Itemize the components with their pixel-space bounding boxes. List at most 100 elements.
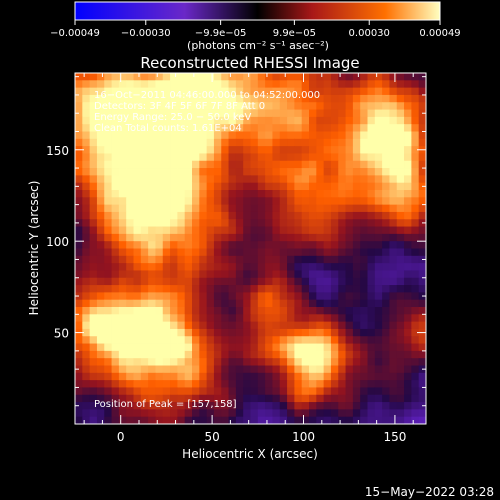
heatmap-cell xyxy=(243,204,251,213)
heatmap-cell xyxy=(162,226,171,235)
heatmap-cell xyxy=(257,175,266,184)
heatmap-cell xyxy=(294,204,303,213)
heatmap-cell xyxy=(140,343,149,352)
heatmap-cell xyxy=(330,226,339,235)
heatmap-cell xyxy=(345,87,354,96)
heatmap-cell xyxy=(338,372,346,381)
heatmap-cell xyxy=(330,285,339,293)
heatmap-cell xyxy=(360,87,368,96)
heatmap-cell xyxy=(301,358,310,366)
heatmap-cell xyxy=(221,204,229,213)
heatmap-cell xyxy=(330,153,339,162)
heatmap-cell xyxy=(192,307,200,315)
heatmap-cell xyxy=(279,285,288,293)
heatmap-cell xyxy=(111,160,120,169)
heatmap-cell xyxy=(155,87,164,96)
heatmap-cell xyxy=(265,87,273,96)
heatmap-cell xyxy=(184,263,193,271)
heatmap-cell xyxy=(111,277,120,286)
heatmap-cell xyxy=(257,124,266,132)
heatmap-cell xyxy=(374,211,383,220)
heatmap-cell xyxy=(279,168,288,176)
heatmap-cell xyxy=(235,365,244,374)
heatmap-cell xyxy=(235,321,244,330)
heatmap-cell xyxy=(360,380,368,388)
heatmap-cell xyxy=(89,153,98,162)
heatmap-cell xyxy=(111,343,120,352)
heatmap-cell xyxy=(323,131,332,140)
heatmap-cell xyxy=(382,336,390,344)
heatmap-cell xyxy=(140,190,149,198)
heatmap-cell xyxy=(404,299,412,308)
heatmap-cell xyxy=(352,350,361,359)
heatmap-cell xyxy=(104,182,112,191)
heatmap-cell xyxy=(382,73,390,81)
heatmap-cell xyxy=(82,255,91,264)
heatmap-cell xyxy=(118,146,127,154)
heatmap-cell xyxy=(396,80,405,89)
heatmap-cell xyxy=(162,241,171,249)
heatmap-cell xyxy=(250,409,259,418)
heatmap-cell xyxy=(148,380,156,388)
heatmap-cell xyxy=(389,321,398,330)
heatmap-cell xyxy=(75,102,83,110)
heatmap-cell xyxy=(133,402,142,410)
heatmap-cell xyxy=(272,182,281,191)
heatmap-cell xyxy=(257,116,266,125)
heatmap-cell xyxy=(89,94,98,103)
heatmap-cell xyxy=(155,277,164,286)
heatmap-cell xyxy=(411,255,420,264)
heatmap-cell xyxy=(221,219,229,227)
heatmap-cell xyxy=(82,124,91,132)
heatmap-cell xyxy=(89,73,98,81)
heatmap-cell xyxy=(360,387,368,396)
heatmap-cell xyxy=(104,350,112,359)
heatmap-cell xyxy=(133,233,142,242)
heatmap-cell xyxy=(184,168,193,176)
heatmap-cell xyxy=(316,131,325,140)
heatmap-cell xyxy=(140,263,149,271)
heatmap-cell xyxy=(279,365,288,374)
heatmap-cell xyxy=(118,211,127,220)
heatmap-cell xyxy=(177,299,186,308)
heatmap-cell xyxy=(126,102,134,110)
heatmap-cell xyxy=(301,160,310,169)
heatmap-cell xyxy=(170,211,178,220)
heatmap-cell xyxy=(418,409,427,418)
heatmap-cell xyxy=(279,226,288,235)
heatmap-cell xyxy=(352,328,361,337)
heatmap-cell xyxy=(148,168,156,176)
heatmap-cell xyxy=(104,138,112,147)
heatmap-cell xyxy=(301,146,310,154)
heatmap-cell xyxy=(221,153,229,162)
heatmap-cell xyxy=(404,124,412,132)
heatmap-cell xyxy=(89,87,98,96)
heatmap-cell xyxy=(338,211,346,220)
heatmap-cell xyxy=(396,219,405,227)
heatmap-cell xyxy=(221,197,229,206)
heatmap-cell xyxy=(96,372,105,381)
heatmap-cell xyxy=(301,277,310,286)
heatmap-image xyxy=(75,73,427,425)
heatmap-cell xyxy=(192,248,200,257)
heatmap-cell xyxy=(345,328,354,337)
heatmap-cell xyxy=(104,372,112,381)
heatmap-cell xyxy=(367,153,376,162)
heatmap-cell xyxy=(133,394,142,403)
heatmap-cell xyxy=(206,116,215,125)
heatmap-cell xyxy=(155,350,164,359)
heatmap-cell xyxy=(177,190,186,198)
heatmap-cell xyxy=(411,263,420,271)
heatmap-cell xyxy=(272,87,281,96)
heatmap-cell xyxy=(411,168,420,176)
heatmap-cell xyxy=(170,343,178,352)
heatmap-cell xyxy=(206,299,215,308)
heatmap-cell xyxy=(104,168,112,176)
heatmap-cell xyxy=(389,160,398,169)
heatmap-cell xyxy=(213,416,222,425)
heatmap-cell xyxy=(104,204,112,213)
heatmap-cell xyxy=(411,109,420,118)
heatmap-cell xyxy=(140,87,149,96)
heatmap-cell xyxy=(257,277,266,286)
heatmap-cell xyxy=(111,146,120,154)
